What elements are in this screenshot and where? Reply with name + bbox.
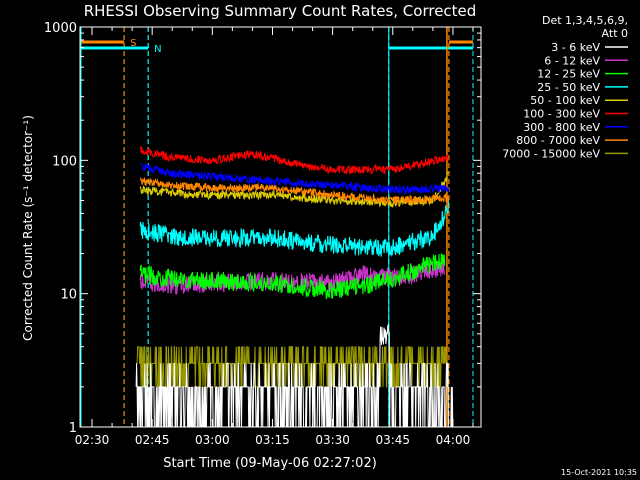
legend-item-50-100-kev: 50 - 100 keV	[530, 94, 628, 107]
legend-item-12-25-kev: 12 - 25 keV	[537, 68, 628, 81]
series-300-800-kev	[139, 162, 450, 195]
series-25-50-kev	[139, 198, 450, 257]
x-tick-label: 03:30	[315, 433, 350, 447]
legend-label: 7000 - 15000 keV	[502, 147, 600, 160]
series-50-100-kev	[139, 171, 449, 209]
series-line	[136, 346, 449, 388]
legend-label: 100 - 300 keV	[523, 108, 600, 121]
legend-header-line2: Att 0	[602, 27, 628, 40]
series-100-300-kev	[139, 146, 450, 175]
legend-item-3-6-kev: 3 - 6 keV	[551, 41, 628, 54]
series-line	[139, 177, 450, 205]
marker-end-3	[448, 27, 473, 427]
x-tick-label: 04:00	[436, 433, 471, 447]
legend-item-6-12-kev: 6 - 12 keV	[544, 54, 628, 67]
series-line	[139, 146, 450, 175]
marker-s: S	[80, 27, 136, 427]
marker-label: S	[130, 38, 136, 49]
plot-frame	[79, 26, 482, 428]
y-tick-label: 10	[60, 288, 77, 303]
legend-label: 6 - 12 keV	[544, 54, 600, 67]
legend-header-line1: Det 1,3,4,5,6,9,	[542, 14, 628, 27]
legend-label: 12 - 25 keV	[537, 68, 600, 81]
axes: 02:30 02:45 03:00 03:15 03:30 03:45 04:00 1 10 10…	[44, 21, 482, 447]
legend-item-100-300-kev: 100 - 300 keV	[523, 108, 628, 121]
series-line	[135, 323, 454, 427]
series-line	[139, 171, 449, 209]
legend-label: 25 - 50 keV	[537, 81, 600, 94]
legend-item-800-7000-kev: 800 - 7000 keV	[516, 134, 628, 147]
series-3-6-kev	[135, 323, 454, 427]
x-tick-label: 02:30	[75, 433, 110, 447]
legend-item-25-50-kev: 25 - 50 keV	[537, 81, 628, 94]
series-800-7000-kev	[139, 177, 450, 205]
plot-area: SN	[80, 27, 474, 427]
legend-label: 50 - 100 keV	[530, 94, 600, 107]
legend-label: 800 - 7000 keV	[516, 134, 600, 147]
legend-label: 300 - 800 keV	[523, 121, 600, 134]
series-line	[139, 162, 450, 195]
y-tick-label: 100	[52, 154, 77, 169]
series-line	[139, 252, 446, 300]
y-axis-label: Corrected Count Rate (s⁻¹ detector⁻¹)	[21, 115, 35, 341]
series-7000-15000-kev	[136, 346, 449, 388]
x-tick-label: 03:15	[255, 433, 290, 447]
legend-item-300-800-kev: 300 - 800 keV	[523, 121, 628, 134]
series-line	[139, 198, 450, 257]
chart-title: RHESSI Observing Summary Count Rates, Co…	[84, 2, 477, 20]
y-tick-label: 1	[69, 421, 77, 436]
legend-item-7000-15000-kev: 7000 - 15000 keV	[502, 147, 628, 160]
series-12-25-kev	[139, 252, 446, 300]
marker-label: N	[154, 44, 161, 55]
x-tick-label: 03:45	[375, 433, 410, 447]
x-tick-label: 02:45	[135, 433, 170, 447]
timestamp: 15-Oct-2021 10:35	[561, 468, 637, 477]
x-tick-label: 03:00	[195, 433, 230, 447]
legend-label: 3 - 6 keV	[551, 41, 600, 54]
y-tick-label: 1000	[44, 21, 77, 36]
x-axis-label: Start Time (09-May-06 02:27:02)	[163, 456, 377, 471]
